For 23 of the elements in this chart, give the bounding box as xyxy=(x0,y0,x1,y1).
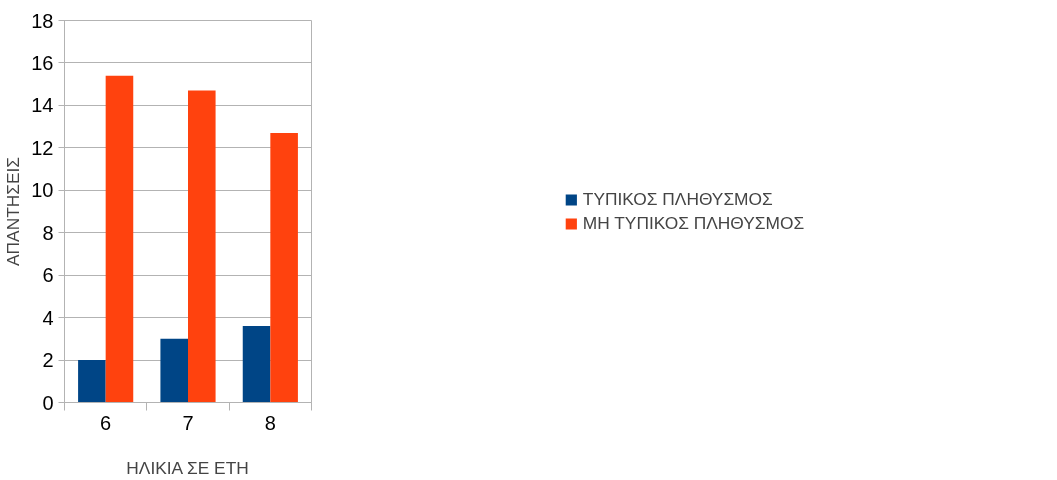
x-tick-label: 7 xyxy=(182,411,194,434)
y-axis-title: ΑΠΑΝΤΗΣΕΙΣ xyxy=(3,156,24,267)
bar xyxy=(270,132,298,403)
legend-label: ΜΗ ΤΥΠΙΚΟΣ ΠΛΗΘΥΣΜΟΣ xyxy=(582,212,805,234)
bar xyxy=(78,360,106,403)
y-tick-label: 16 xyxy=(31,51,54,74)
y-tick-label: 4 xyxy=(42,306,54,329)
bar xyxy=(242,326,271,403)
y-tick-label: 8 xyxy=(42,221,54,244)
bar xyxy=(188,90,216,403)
bar xyxy=(160,338,188,403)
x-tick-label: 8 xyxy=(264,411,276,434)
y-tick-label: 2 xyxy=(42,349,54,372)
bar xyxy=(105,75,134,403)
y-tick-label: 6 xyxy=(42,264,54,287)
y-tick-label: 18 xyxy=(31,9,54,32)
y-tick-label: 0 xyxy=(42,391,54,414)
y-tick-label: 10 xyxy=(31,179,54,202)
y-tick-label: 14 xyxy=(31,94,54,117)
legend-label: ΤΥΠΙΚΟΣ ΠΛΗΘΥΣΜΟΣ xyxy=(582,188,773,210)
x-tick-label: 6 xyxy=(100,411,112,434)
y-tick-label: 12 xyxy=(31,136,54,159)
x-axis-title: ΗΛΙΚΙΑ ΣΕ ΕΤΗ xyxy=(126,457,249,478)
